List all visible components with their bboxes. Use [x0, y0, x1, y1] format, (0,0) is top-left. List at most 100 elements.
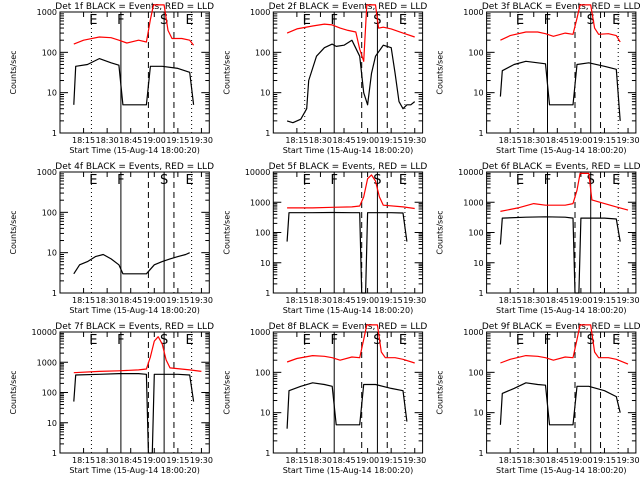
events-series-line — [499, 60, 621, 121]
lld-series-line — [500, 324, 629, 365]
y-tick-label: 100 — [255, 368, 270, 377]
y-axis-label: Counts/sec — [9, 210, 18, 254]
x-tick-label: 18:30 — [522, 456, 545, 465]
x-tick-label: 18:30 — [96, 136, 119, 145]
y-tick-label: 1000 — [463, 198, 483, 207]
x-tick-label: 18:45 — [546, 136, 569, 145]
panel-title: Det 1f BLACK = Events, RED = LLD — [55, 2, 214, 12]
x-tick-label: 18:30 — [309, 296, 332, 305]
panel-det-8: Det 8f BLACK = Events, RED = LLD 1 10 100 10… — [222, 322, 427, 475]
events-series-line — [286, 382, 408, 429]
marker-letter-e: E — [516, 13, 524, 28]
x-tick-label: 18:30 — [96, 456, 119, 465]
y-tick-label: 10 — [473, 259, 483, 268]
x-tick-label: 19:15 — [166, 456, 189, 465]
y-axis-label: Counts/sec — [436, 50, 445, 94]
x-axis-label: Start Time (15-Aug-14 18:00:20) — [283, 146, 414, 155]
x-tick-label: 18:15 — [499, 456, 522, 465]
x-tick-label: 18:15 — [72, 456, 95, 465]
y-tick-label: 1000 — [463, 8, 483, 17]
lld-series-line — [287, 174, 415, 210]
panel-det-4: Det 4f BLACK = Events, RED = LLD 1 10 100 10… — [9, 162, 214, 315]
plot-frame — [59, 11, 210, 134]
x-tick-label: 18:15 — [285, 136, 308, 145]
y-axis-label: Counts/sec — [436, 370, 445, 414]
y-axis-label: Counts/sec — [222, 370, 231, 414]
marker-letter-e: E — [89, 333, 97, 348]
y-tick-label: 10 — [473, 89, 483, 98]
x-tick-label: 19:30 — [617, 456, 640, 465]
x-tick-label: 19:15 — [380, 296, 403, 305]
x-tick-label: 18:15 — [499, 296, 522, 305]
x-tick-label: 18:45 — [119, 296, 142, 305]
plot-frame — [486, 331, 637, 454]
marker-letter-e: E — [612, 13, 620, 28]
x-tick-label: 19:00 — [143, 296, 166, 305]
marker-letter-e: E — [89, 13, 97, 28]
marker-letter-f: F — [544, 13, 551, 28]
marker-letter-e: E — [516, 333, 524, 348]
x-tick-label: 19:30 — [190, 456, 213, 465]
marker-letter-e: E — [612, 333, 620, 348]
x-axis-label: Start Time (15-Aug-14 18:00:20) — [283, 306, 414, 315]
y-tick-label: 1000 — [250, 198, 270, 207]
y-tick-label: 10 — [260, 89, 270, 98]
marker-letter-e: E — [303, 173, 311, 188]
y-tick-label: 100 — [468, 48, 483, 57]
x-tick-label: 18:15 — [72, 136, 95, 145]
lld-series-line — [73, 336, 202, 374]
x-tick-label: 19:15 — [380, 136, 403, 145]
x-tick-label: 18:45 — [546, 296, 569, 305]
marker-letter-e: E — [186, 13, 194, 28]
x-tick-label: 19:30 — [617, 136, 640, 145]
marker-letter-e: E — [399, 333, 407, 348]
x-tick-label: 18:30 — [522, 296, 545, 305]
x-axis-label: Start Time (15-Aug-14 18:00:20) — [496, 306, 627, 315]
panel-det-9: Det 9f BLACK = Events, RED = LLD 1 10 100 10… — [436, 322, 640, 475]
x-tick-label: 19:15 — [166, 136, 189, 145]
y-tick-label: 1 — [52, 289, 57, 298]
lld-series-line — [286, 324, 415, 364]
events-series-line — [499, 216, 621, 294]
y-tick-label: 1 — [265, 449, 270, 458]
y-axis-label: Counts/sec — [9, 370, 18, 414]
x-tick-label: 19:30 — [190, 296, 213, 305]
x-tick-label: 19:15 — [593, 296, 616, 305]
y-tick-label: 1000 — [37, 8, 57, 17]
marker-letter-s: S — [373, 173, 381, 188]
y-tick-label: 10 — [260, 259, 270, 268]
y-tick-label: 1 — [479, 449, 484, 458]
marker-letter-f: F — [330, 173, 337, 188]
panel-title: Det 7f BLACK = Events, RED = LLD — [55, 322, 214, 332]
y-tick-label: 100 — [468, 229, 483, 238]
x-axis-label: Start Time (15-Aug-14 18:00:20) — [69, 466, 200, 475]
x-axis-label: Start Time (15-Aug-14 18:00:20) — [69, 306, 200, 315]
marker-letter-e: E — [516, 173, 524, 188]
x-tick-label: 19:00 — [356, 296, 379, 305]
marker-letter-f: F — [117, 173, 124, 188]
events-series-line — [73, 58, 195, 106]
y-tick-label: 10 — [260, 409, 270, 418]
x-tick-label: 18:45 — [119, 136, 142, 145]
marker-letter-e: E — [399, 13, 407, 28]
events-series-line — [73, 373, 195, 454]
marker-letter-e: E — [303, 13, 311, 28]
y-axis-label: Counts/sec — [436, 210, 445, 254]
y-tick-label: 10000 — [458, 168, 483, 177]
plot-frame — [272, 171, 424, 294]
y-axis-label: Counts/sec — [222, 50, 231, 94]
y-tick-label: 1000 — [37, 168, 57, 177]
y-tick-label: 1 — [479, 289, 484, 298]
x-tick-label: 19:30 — [403, 296, 426, 305]
x-tick-label: 19:00 — [356, 136, 379, 145]
x-tick-label: 19:00 — [143, 136, 166, 145]
y-tick-label: 100 — [255, 48, 270, 57]
plot-frame — [272, 11, 424, 134]
marker-letter-e: E — [186, 173, 194, 188]
x-tick-label: 19:00 — [356, 456, 379, 465]
x-tick-label: 18:30 — [309, 456, 332, 465]
x-tick-label: 18:45 — [332, 136, 355, 145]
y-tick-label: 1 — [265, 289, 270, 298]
x-axis-label: Start Time (15-Aug-14 18:00:20) — [496, 466, 627, 475]
x-tick-label: 18:15 — [285, 296, 308, 305]
